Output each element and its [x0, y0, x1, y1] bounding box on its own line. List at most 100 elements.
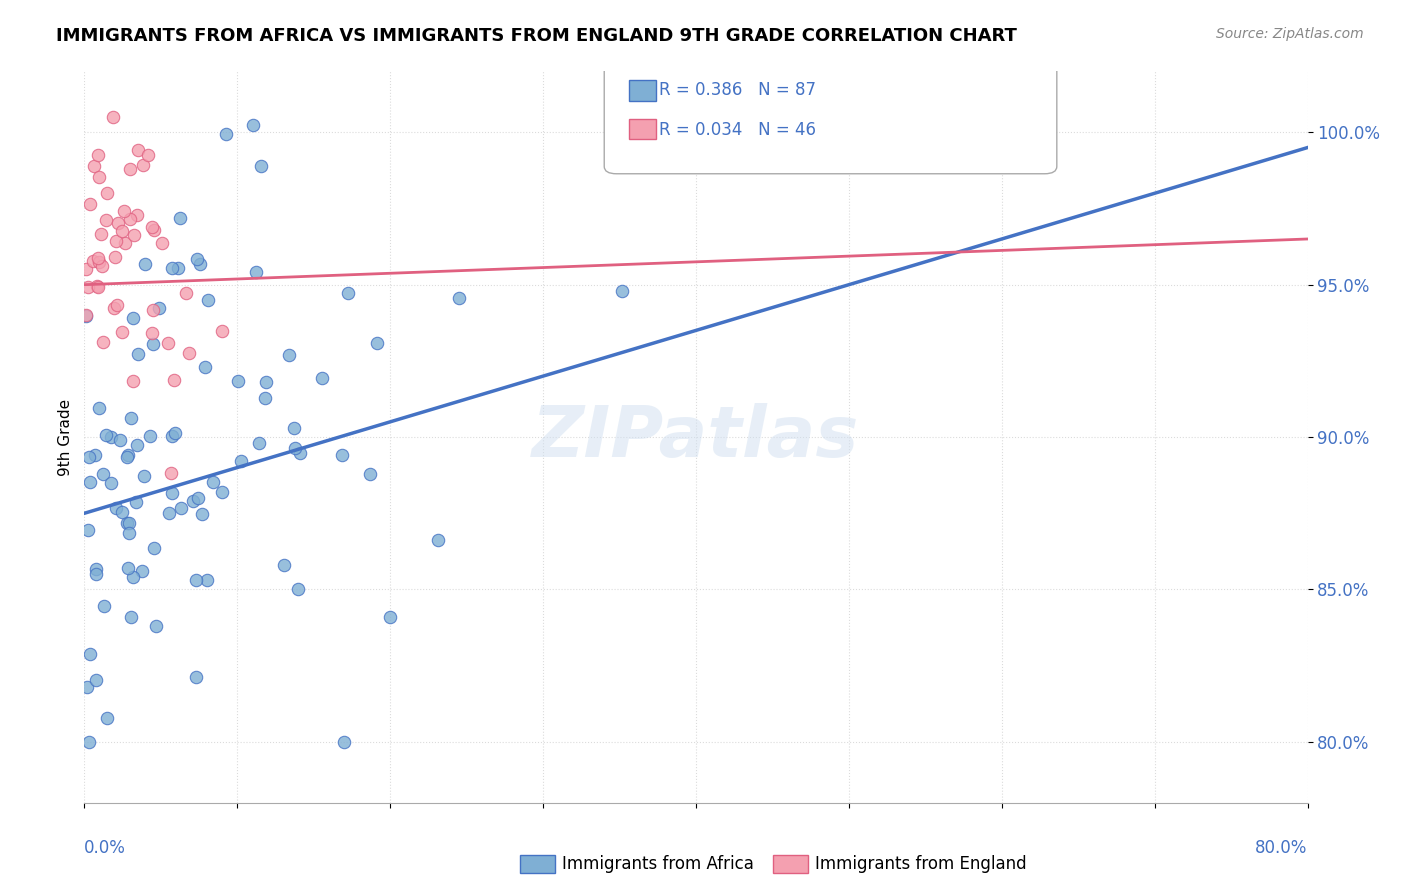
Point [121, 375, 143, 389]
Point [84, 561, 107, 575]
Point [104, 500, 127, 515]
Point [121, 570, 143, 584]
Point [76, 680, 98, 694]
Point [100, 475, 122, 490]
Point [336, 286, 359, 301]
Text: ZIPatlas: ZIPatlas [533, 402, 859, 472]
Point [87, 280, 110, 294]
Point [283, 421, 305, 435]
Point [100, 430, 122, 444]
Point [143, 541, 166, 556]
Point [127, 438, 149, 452]
Point [131, 564, 153, 578]
Point [162, 428, 184, 442]
Point [157, 506, 180, 520]
Point [117, 450, 139, 465]
Point [127, 144, 149, 158]
Point [211, 485, 233, 500]
Point [125, 494, 148, 508]
Point [143, 223, 166, 237]
Point [76, 524, 98, 538]
Point [117, 448, 139, 462]
Point [107, 216, 129, 230]
Point [83, 159, 105, 173]
Point [150, 235, 173, 250]
Point [87, 254, 110, 268]
Point [145, 619, 167, 633]
Point [136, 148, 159, 162]
Point [87, 170, 110, 185]
Point [127, 347, 149, 361]
Point [79, 647, 101, 661]
Point [330, 448, 353, 462]
Point [332, 735, 354, 749]
Point [75, 308, 97, 322]
Point [75, 262, 97, 277]
Point [86, 566, 108, 581]
Point [79, 197, 101, 211]
Point [211, 324, 233, 338]
Point [104, 234, 127, 248]
Point [160, 486, 183, 500]
Point [253, 391, 276, 405]
Point [90, 227, 112, 241]
Point [288, 446, 311, 460]
Point [449, 291, 471, 305]
Point [93, 599, 115, 613]
Point [103, 301, 125, 315]
Point [111, 325, 134, 339]
Point [201, 475, 224, 490]
Point [117, 526, 139, 541]
Point [108, 433, 131, 447]
Point [79, 450, 101, 465]
Point [162, 261, 184, 276]
Point [141, 220, 163, 235]
Point [229, 453, 252, 467]
Point [177, 346, 200, 360]
Point [111, 224, 134, 238]
Point [426, 533, 449, 548]
Point [188, 257, 211, 271]
Point [163, 373, 186, 387]
Point [249, 159, 271, 173]
Point [117, 560, 139, 574]
Point [120, 410, 142, 425]
Point [195, 573, 218, 587]
Point [132, 469, 155, 483]
Point [118, 212, 141, 227]
Point [89, 401, 111, 416]
Text: Immigrants from England: Immigrants from England [815, 855, 1028, 873]
Point [157, 336, 180, 351]
Point [114, 236, 136, 251]
Point [104, 250, 127, 264]
Point [197, 293, 219, 307]
Point [254, 376, 277, 390]
Text: 80.0%: 80.0% [1256, 839, 1308, 857]
Text: Source: ZipAtlas.com: Source: ZipAtlas.com [1216, 27, 1364, 41]
Point [311, 371, 333, 385]
Point [118, 516, 141, 531]
Point [169, 211, 191, 225]
Point [122, 227, 145, 242]
Point [366, 336, 388, 351]
Point [170, 500, 193, 515]
Point [83, 448, 105, 462]
Point [87, 147, 110, 161]
Point [91, 467, 114, 482]
Point [76, 279, 98, 293]
Point [191, 507, 214, 521]
Text: R = 0.386   N = 87: R = 0.386 N = 87 [659, 80, 817, 99]
Point [184, 670, 207, 684]
Point [91, 259, 114, 273]
Point [120, 609, 142, 624]
Point [287, 582, 309, 596]
FancyBboxPatch shape [628, 119, 655, 139]
Point [226, 374, 249, 388]
Point [96, 428, 118, 442]
FancyBboxPatch shape [605, 64, 1057, 174]
Point [148, 301, 170, 315]
Point [194, 359, 217, 374]
Point [278, 348, 301, 362]
Point [96, 186, 118, 201]
Point [142, 337, 165, 351]
